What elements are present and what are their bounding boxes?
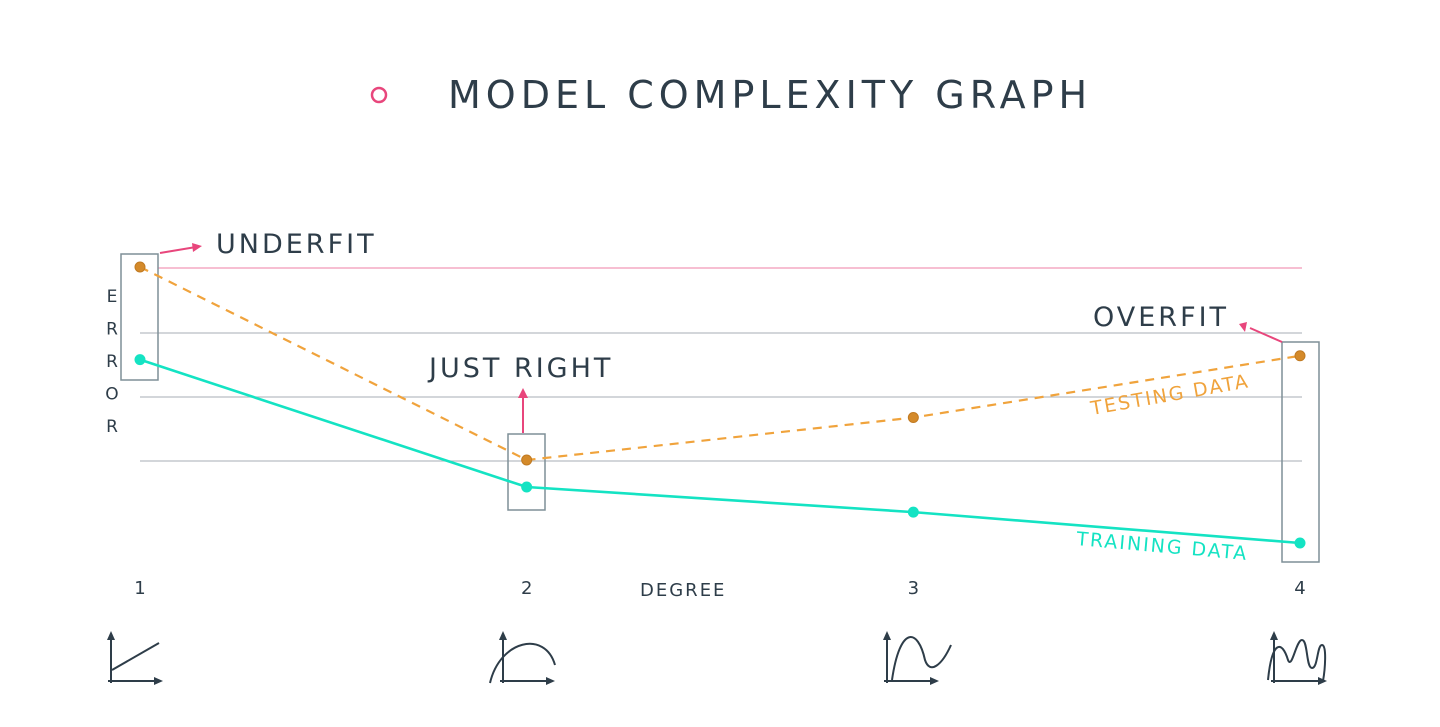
y-axis-label-letter: O (105, 385, 118, 405)
testing-data-line (139, 266, 1301, 462)
cubic-fit-icon (883, 631, 952, 685)
training-data-point-4 (1294, 537, 1306, 549)
x-tick-label-4: 4 (1294, 578, 1305, 599)
training-data-point-3 (907, 506, 919, 518)
y-axis-label-letter: E (107, 287, 118, 307)
training-data-label: TRAINING DATA (1075, 528, 1250, 565)
x-axis-label: DEGREE (640, 580, 726, 601)
overfit-arrow-icon (1239, 322, 1283, 343)
quartic-fit-icon (1267, 631, 1327, 685)
y-axis-label-letter: R (106, 352, 118, 372)
testing-data-label: TESTING DATA (1088, 370, 1251, 420)
x-tick-label-3: 3 (908, 578, 919, 599)
overfit-highlight-box (1281, 341, 1320, 563)
testing-data-point-2 (521, 454, 533, 466)
chart-title: MODEL COMPLEXITY GRAPH (448, 73, 1092, 117)
training-data-point-1 (134, 354, 146, 366)
training-data-point-2 (521, 481, 533, 493)
just-right-arrow-icon (518, 388, 528, 433)
x-tick-label-2: 2 (521, 578, 532, 599)
series-layer (134, 261, 1306, 549)
y-axis-label-letter: R (106, 320, 118, 340)
just-right-label: JUST RIGHT (427, 353, 613, 384)
underfit-arrow-icon (159, 243, 202, 254)
just-right-highlight-box (507, 433, 546, 511)
training-data-line (139, 358, 1301, 545)
gridlines (140, 267, 1302, 462)
testing-data-point-1 (134, 261, 146, 273)
testing-data-point-4 (1294, 350, 1306, 362)
title-bullet-icon (370, 86, 388, 104)
x-tick-label-1: 1 (134, 578, 145, 599)
linear-fit-icon (107, 631, 163, 685)
y-axis-label-letter: R (106, 417, 118, 437)
overfit-label: OVERFIT (1093, 302, 1229, 333)
x-tick-labels: 1 2 3 4 (134, 578, 1305, 599)
underfit-label: UNDERFIT (216, 229, 377, 260)
quadratic-fit-icon (489, 631, 556, 685)
testing-data-point-3 (907, 412, 919, 424)
underfit-highlight-box (120, 253, 159, 381)
